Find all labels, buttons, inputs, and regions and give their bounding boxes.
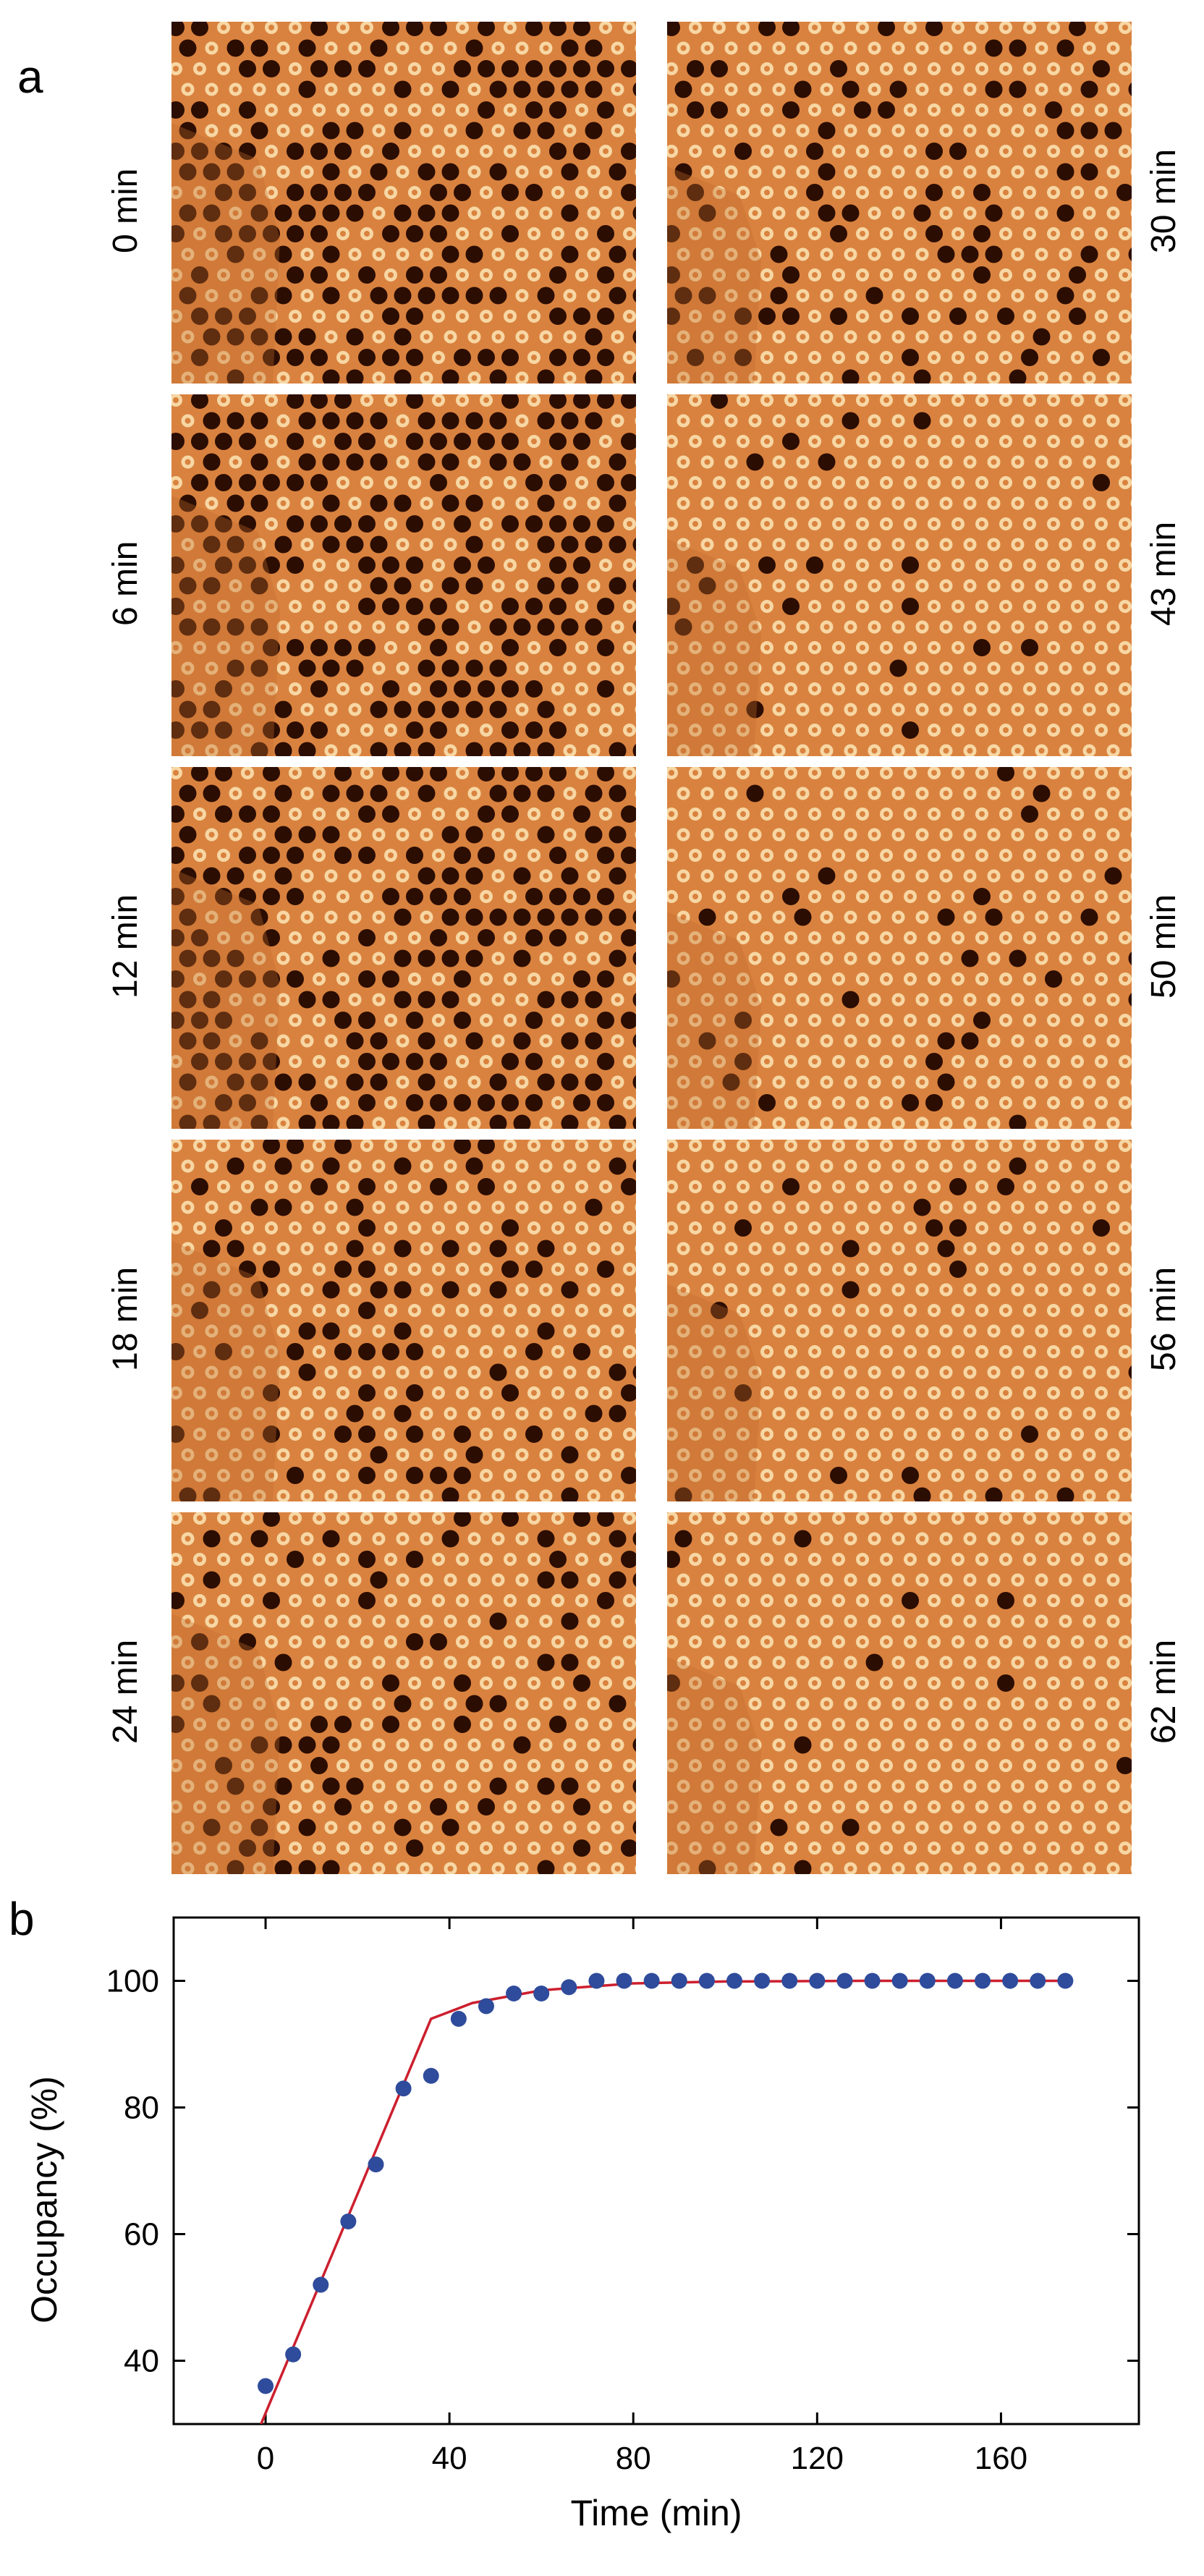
x-tick-label: 0: [257, 2441, 274, 2476]
stm-image-6-min: [171, 394, 636, 756]
x-tick-label: 120: [791, 2441, 844, 2476]
data-point: [506, 1986, 522, 2001]
data-point: [450, 2011, 467, 2027]
y-axis-label: Occupancy (%): [24, 2076, 64, 2323]
data-point: [754, 1973, 771, 1989]
stm-image-24-min: [171, 1512, 636, 1874]
data-point: [975, 1973, 991, 1989]
stm-image-56-min: [667, 1140, 1132, 1501]
data-point: [891, 1973, 908, 1989]
x-tick-label: 80: [616, 2441, 651, 2476]
y-tick-label: 60: [124, 2217, 159, 2253]
data-point: [919, 1973, 936, 1989]
time-label-12-min: 12 min: [106, 894, 145, 999]
fit-line: [260, 1979, 1066, 2424]
stm-image-30-min: [667, 22, 1132, 384]
data-point: [946, 1973, 963, 1989]
stm-image-18-min: [171, 1140, 636, 1501]
x-axis-label: Time (min): [570, 2493, 742, 2533]
data-point: [1030, 1973, 1046, 1989]
data-point: [285, 2346, 302, 2363]
panel-label-a: a: [17, 51, 43, 103]
y-tick-label: 80: [124, 2090, 159, 2126]
data-point: [643, 1973, 660, 1989]
data-point: [698, 1973, 715, 1989]
data-point: [1057, 1973, 1074, 1989]
x-tick-label: 160: [975, 2441, 1027, 2476]
data-point: [313, 2276, 329, 2293]
data-point: [258, 2378, 274, 2394]
data-point: [423, 2067, 439, 2084]
stm-image-62-min: [667, 1512, 1132, 1874]
data-point: [340, 2213, 357, 2229]
data-point: [395, 2080, 412, 2097]
data-point: [616, 1973, 632, 1989]
data-point: [1002, 1973, 1019, 1989]
y-tick-label: 40: [124, 2344, 159, 2379]
stm-image-12-min: [171, 767, 636, 1129]
panel-label-b: b: [9, 1893, 35, 1945]
data-point: [671, 1973, 687, 1989]
data-point: [809, 1973, 826, 1989]
data-point: [781, 1973, 798, 1989]
data-point: [588, 1973, 605, 1989]
time-label-6-min: 6 min: [106, 541, 145, 626]
data-point: [533, 1986, 550, 2001]
time-label-30-min: 30 min: [1145, 148, 1183, 253]
data-point: [478, 1998, 494, 2014]
time-label-0-min: 0 min: [106, 168, 145, 253]
x-tick-label: 40: [432, 2441, 467, 2476]
time-label-50-min: 50 min: [1145, 894, 1183, 999]
occupancy-chart: 0 40 80 120 160 40 60 80 100 Time (min) Occupancy …: [24, 1916, 1140, 2533]
y-tick-label: 100: [106, 1964, 159, 1999]
plot-frame: [172, 1916, 1140, 2425]
stm-image-50-min: [667, 767, 1132, 1129]
data-point: [726, 1973, 742, 1989]
time-label-62-min: 62 min: [1145, 1639, 1183, 1744]
data-point: [368, 2156, 384, 2173]
stm-image-0-min: [171, 22, 636, 384]
time-label-24-min: 24 min: [106, 1639, 145, 1744]
data-point: [836, 1973, 853, 1989]
time-label-43-min: 43 min: [1145, 521, 1183, 626]
time-label-56-min: 56 min: [1145, 1266, 1183, 1371]
stm-image-43-min: [667, 394, 1132, 756]
time-label-18-min: 18 min: [106, 1266, 145, 1371]
data-point: [864, 1973, 881, 1989]
data-point: [561, 1979, 577, 1996]
